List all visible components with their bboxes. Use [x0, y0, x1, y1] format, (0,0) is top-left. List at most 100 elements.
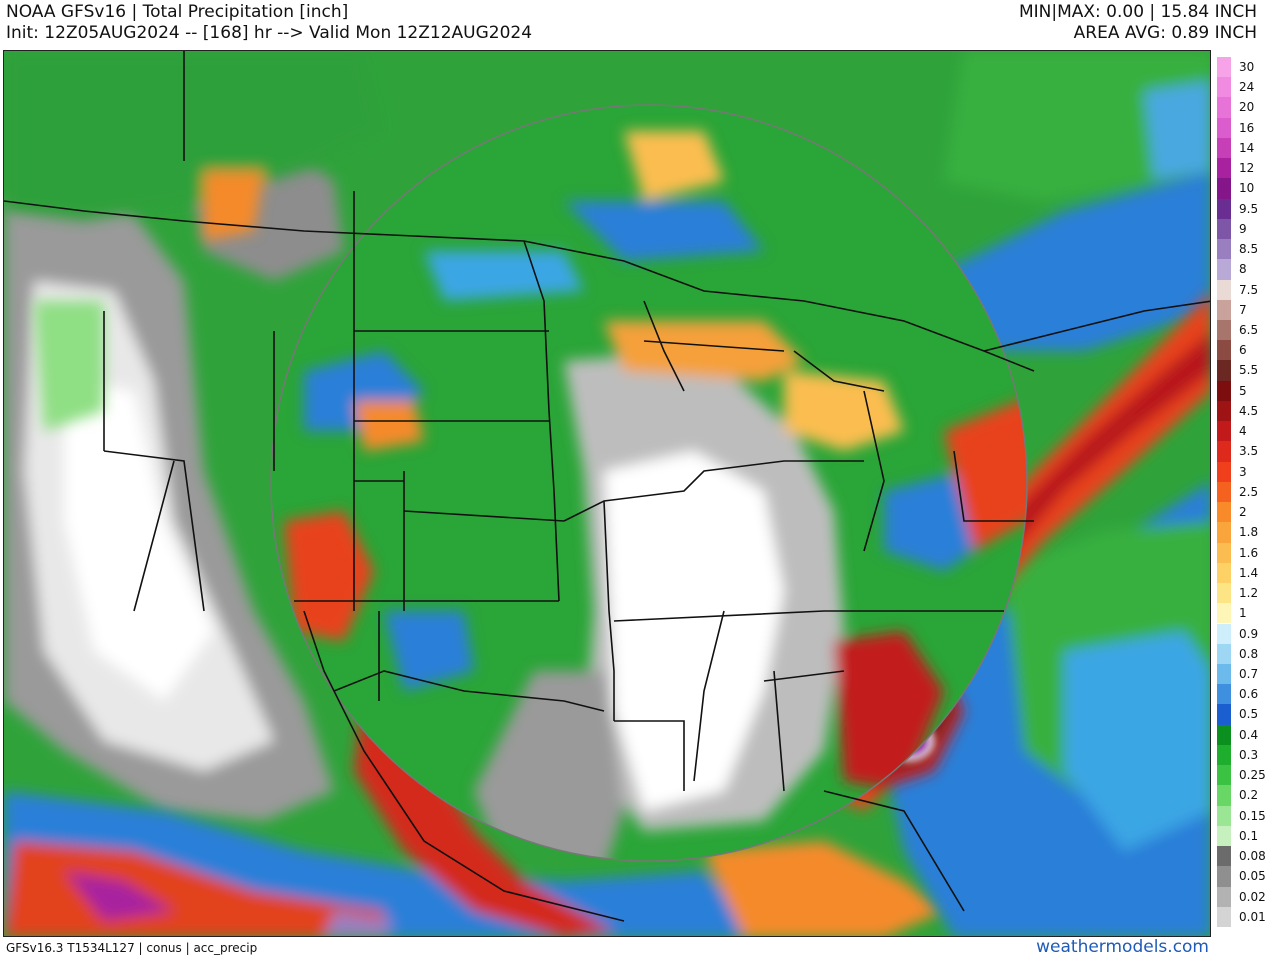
legend-row: 6.5 — [1213, 320, 1271, 341]
legend-swatch — [1217, 299, 1231, 320]
legend-row: 0.6 — [1213, 684, 1271, 705]
legend-label: 1.2 — [1239, 586, 1259, 601]
legend-label: 3.5 — [1239, 444, 1259, 459]
legend-row: 3 — [1213, 461, 1271, 482]
legend-swatch — [1217, 765, 1231, 786]
legend-label: 12 — [1239, 161, 1255, 176]
legend-swatch — [1217, 785, 1231, 806]
legend-swatch — [1217, 866, 1231, 887]
legend-label: 1.6 — [1239, 545, 1259, 560]
legend-label: 0.15 — [1239, 808, 1266, 823]
legend-row: 6 — [1213, 340, 1271, 361]
legend-swatch — [1217, 360, 1231, 381]
legend-row: 14 — [1213, 137, 1271, 159]
legend-label: 0.5 — [1239, 707, 1259, 722]
legend-swatch — [1217, 643, 1231, 664]
legend-swatch — [1217, 583, 1231, 604]
legend-swatch — [1217, 744, 1231, 766]
legend-label: 4 — [1239, 424, 1247, 439]
legend-swatch — [1217, 684, 1231, 705]
high-res-circle-field — [271, 105, 1027, 861]
legend-label: 8.5 — [1239, 242, 1259, 257]
legend-label: 2 — [1239, 505, 1247, 520]
legend-row: 2.5 — [1213, 481, 1271, 503]
legend-swatch — [1217, 97, 1231, 118]
legend-label: 3 — [1239, 464, 1247, 479]
legend-row: 8.5 — [1213, 239, 1271, 260]
legend-swatch — [1217, 279, 1231, 300]
legend-label: 0.9 — [1239, 626, 1259, 641]
legend-label: 20 — [1239, 100, 1255, 115]
legend-label: 0.4 — [1239, 727, 1259, 742]
legend-label: 2.5 — [1239, 484, 1259, 499]
legend-row: 10 — [1213, 178, 1271, 199]
legend-label: 9.5 — [1239, 201, 1259, 216]
legend-row: 0.5 — [1213, 704, 1271, 725]
legend-label: 1.8 — [1239, 525, 1259, 540]
legend-label: 1.4 — [1239, 565, 1259, 580]
map-header-right: MIN|MAX: 0.00 | 15.84 INCH AREA AVG: 0.8… — [1019, 2, 1257, 44]
legend-swatch — [1217, 198, 1231, 219]
legend-row: 1.2 — [1213, 583, 1271, 604]
atlantic-field — [864, 51, 1210, 936]
legend-swatch — [1217, 906, 1231, 927]
legend-row: 0.7 — [1213, 663, 1271, 685]
legend-row: 0.01 — [1213, 906, 1271, 927]
legend-row: 5 — [1213, 380, 1271, 401]
legend-row: 3.5 — [1213, 441, 1271, 462]
legend-label: 0.6 — [1239, 687, 1259, 702]
legend-row: 2 — [1213, 502, 1271, 523]
legend-label: 10 — [1239, 181, 1255, 196]
legend-swatch — [1217, 57, 1231, 78]
legend-swatch — [1217, 320, 1231, 341]
legend-row: 4.5 — [1213, 400, 1271, 422]
legend-label: 16 — [1239, 120, 1255, 135]
legend-row: 5.5 — [1213, 360, 1271, 381]
legend-label: 30 — [1239, 60, 1255, 74]
legend-swatch — [1217, 886, 1231, 907]
legend-swatch — [1217, 380, 1231, 401]
legend-swatch — [1217, 825, 1231, 847]
legend-row: 9.5 — [1213, 198, 1271, 219]
legend-row: 0.25 — [1213, 765, 1271, 786]
legend-row: 0.1 — [1213, 825, 1271, 847]
legend-swatch — [1217, 218, 1231, 240]
precipitation-legend: 30 24 20 16 14 12 10 9.5 9 8.5 8 7.5 7 6.5 6 5.5 5 4.5 4 3.… — [1213, 57, 1271, 927]
legend-row: 1.6 — [1213, 542, 1271, 563]
legend-swatch — [1217, 461, 1231, 482]
legend-label: 0.25 — [1239, 768, 1266, 783]
legend-swatch — [1217, 623, 1231, 644]
legend-label: 7 — [1239, 302, 1247, 317]
precipitation-map — [3, 50, 1211, 937]
legend-label: 0.05 — [1239, 869, 1266, 884]
site-watermark[interactable]: weathermodels.com — [1036, 937, 1209, 957]
legend-row: 9 — [1213, 218, 1271, 240]
legend-swatch — [1217, 441, 1231, 462]
legend-swatch — [1217, 846, 1231, 867]
legend-row: 0.9 — [1213, 623, 1271, 644]
legend-row: 0.05 — [1213, 866, 1271, 887]
legend-label: 0.2 — [1239, 788, 1259, 803]
legend-row: 1.4 — [1213, 562, 1271, 584]
legend-swatch — [1217, 340, 1231, 361]
legend-swatch — [1217, 421, 1231, 442]
legend-swatch — [1217, 704, 1231, 725]
legend-row: 7.5 — [1213, 279, 1271, 300]
legend-swatch — [1217, 522, 1231, 543]
legend-row: 0.3 — [1213, 744, 1271, 766]
legend-swatch — [1217, 481, 1231, 503]
legend-label: 0.3 — [1239, 747, 1259, 762]
legend-swatch — [1217, 562, 1231, 584]
legend-row: 0.08 — [1213, 846, 1271, 867]
legend-swatch — [1217, 603, 1231, 624]
legend-swatch — [1217, 400, 1231, 422]
high-res-domain-circle — [270, 104, 1028, 862]
legend-label: 0.1 — [1239, 828, 1259, 843]
legend-row: 8 — [1213, 259, 1271, 280]
legend-label: 8 — [1239, 262, 1247, 277]
legend-swatch — [1217, 77, 1231, 98]
legend-swatch — [1217, 502, 1231, 523]
legend-swatch — [1217, 178, 1231, 199]
area-average-readout: AREA AVG: 0.89 INCH — [1073, 23, 1257, 43]
legend-row: 20 — [1213, 97, 1271, 118]
